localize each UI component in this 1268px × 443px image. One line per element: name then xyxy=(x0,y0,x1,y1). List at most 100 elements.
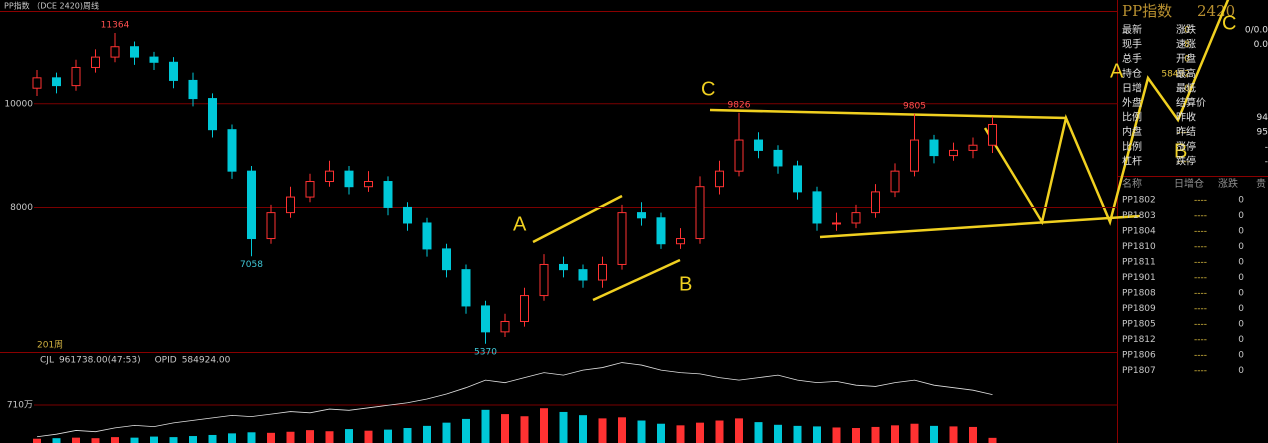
contract-oi: ---- xyxy=(1194,366,1207,376)
contract-name: PP1805 xyxy=(1122,320,1156,330)
volume-bar xyxy=(579,415,587,443)
quote-value: ---- xyxy=(1177,128,1190,138)
volume-bar xyxy=(91,438,100,443)
candle-body xyxy=(871,191,880,214)
candle-body xyxy=(91,56,100,68)
contract-change: 0 xyxy=(1238,211,1244,221)
candle-body xyxy=(286,196,295,214)
candle-body xyxy=(71,66,81,87)
volume-bar xyxy=(111,437,119,443)
volume-bar xyxy=(871,426,880,443)
candle-body xyxy=(793,165,802,193)
volume-bar xyxy=(696,422,704,443)
quote-label: 杠杆 xyxy=(1122,154,1142,167)
wave-label: C xyxy=(1222,12,1236,34)
quote-label: 比例 xyxy=(1122,140,1142,153)
contract-name: PP1806 xyxy=(1122,351,1156,361)
quote-label: 内盘 xyxy=(1122,125,1142,138)
contract-change: 0 xyxy=(1238,273,1244,283)
candle-body xyxy=(149,56,159,63)
quote-label: 结算价 xyxy=(1176,96,1206,109)
quote-value: 58492 xyxy=(1161,69,1190,79)
column-header: 贵 xyxy=(1256,177,1266,190)
volume-bar xyxy=(774,424,782,443)
volume-bar xyxy=(559,411,568,443)
quote-label: 最低 xyxy=(1176,81,1196,94)
candle-body xyxy=(773,149,783,167)
quote-label: 涨停 xyxy=(1176,140,1196,153)
candle-body xyxy=(188,79,198,100)
contract-change: 0 xyxy=(1238,196,1244,206)
hand-drawing xyxy=(532,0,1230,302)
candle-body xyxy=(325,170,334,183)
contract-change: 0 xyxy=(1238,320,1244,330)
quote-value: 0 xyxy=(1184,26,1190,36)
candle-body xyxy=(578,269,588,281)
candle-body xyxy=(559,263,568,271)
wave-label: B xyxy=(679,273,692,295)
contract-oi: ---- xyxy=(1194,289,1207,299)
period-label: 201周 xyxy=(37,340,63,351)
volume-bar xyxy=(891,425,899,443)
candle-body xyxy=(988,123,997,146)
volume-bar xyxy=(462,418,470,443)
extreme-label: 5370 xyxy=(474,347,497,357)
candle-body xyxy=(169,61,178,81)
candle-body xyxy=(52,77,61,87)
contract-name: PP1804 xyxy=(1122,227,1156,237)
candle-body xyxy=(305,181,315,198)
candle-body xyxy=(695,186,705,240)
volume-bar xyxy=(930,425,938,443)
volume-bar xyxy=(910,423,919,443)
volume-bar xyxy=(189,436,197,443)
candle-body xyxy=(344,170,354,188)
quote-label: 速涨 xyxy=(1176,39,1196,51)
contract-name: PP1901 xyxy=(1122,273,1156,283)
contract-name: PP1810 xyxy=(1122,242,1156,252)
volume-bar xyxy=(364,430,373,443)
contract-oi: ---- xyxy=(1194,242,1207,252)
legend-value: 584924.00 xyxy=(182,356,231,366)
volume-bar xyxy=(832,427,841,443)
volume-bar xyxy=(637,420,646,443)
candle-body xyxy=(364,181,373,188)
contract-change: 0 xyxy=(1238,258,1244,268)
contract-name: PP1802 xyxy=(1122,196,1156,206)
candle-body xyxy=(949,149,958,157)
volume-bar xyxy=(33,438,41,443)
candle-body xyxy=(520,295,529,322)
volume-bar xyxy=(306,430,314,443)
extreme-label: 11364 xyxy=(101,21,130,31)
quote-label: 昨收 xyxy=(1176,111,1196,124)
candle-body xyxy=(598,263,607,281)
quote-value: 0.0 xyxy=(1254,40,1268,50)
volume-bar xyxy=(540,408,548,443)
volume-bar xyxy=(481,409,490,443)
candle-body xyxy=(676,238,685,245)
quote-value: 95 xyxy=(1257,128,1268,138)
volume-bar xyxy=(150,436,158,443)
candle-body xyxy=(539,263,549,297)
quote-label: 跌停 xyxy=(1176,154,1196,167)
candle-body xyxy=(734,139,744,172)
contract-name: PP1809 xyxy=(1122,304,1156,314)
contract-oi: ---- xyxy=(1194,196,1207,206)
volume-bar xyxy=(130,437,139,443)
contract-change: 0 xyxy=(1238,351,1244,361)
candle-body xyxy=(851,212,861,224)
opid-line xyxy=(36,362,993,438)
volume-bar xyxy=(754,422,763,443)
volume-bar xyxy=(501,414,509,443)
volume-bar xyxy=(208,434,217,443)
candle-body xyxy=(910,139,919,172)
quote-label: 开盘 xyxy=(1176,52,1196,65)
volume-bar xyxy=(247,432,256,443)
contract-change: 0 xyxy=(1238,304,1244,314)
volume-bar xyxy=(852,428,860,443)
volume-bar xyxy=(286,431,295,443)
candle-body xyxy=(208,98,217,131)
contract-name: PP1811 xyxy=(1122,258,1156,268)
contract-name: PP1803 xyxy=(1122,211,1156,221)
candle-body xyxy=(890,170,900,193)
